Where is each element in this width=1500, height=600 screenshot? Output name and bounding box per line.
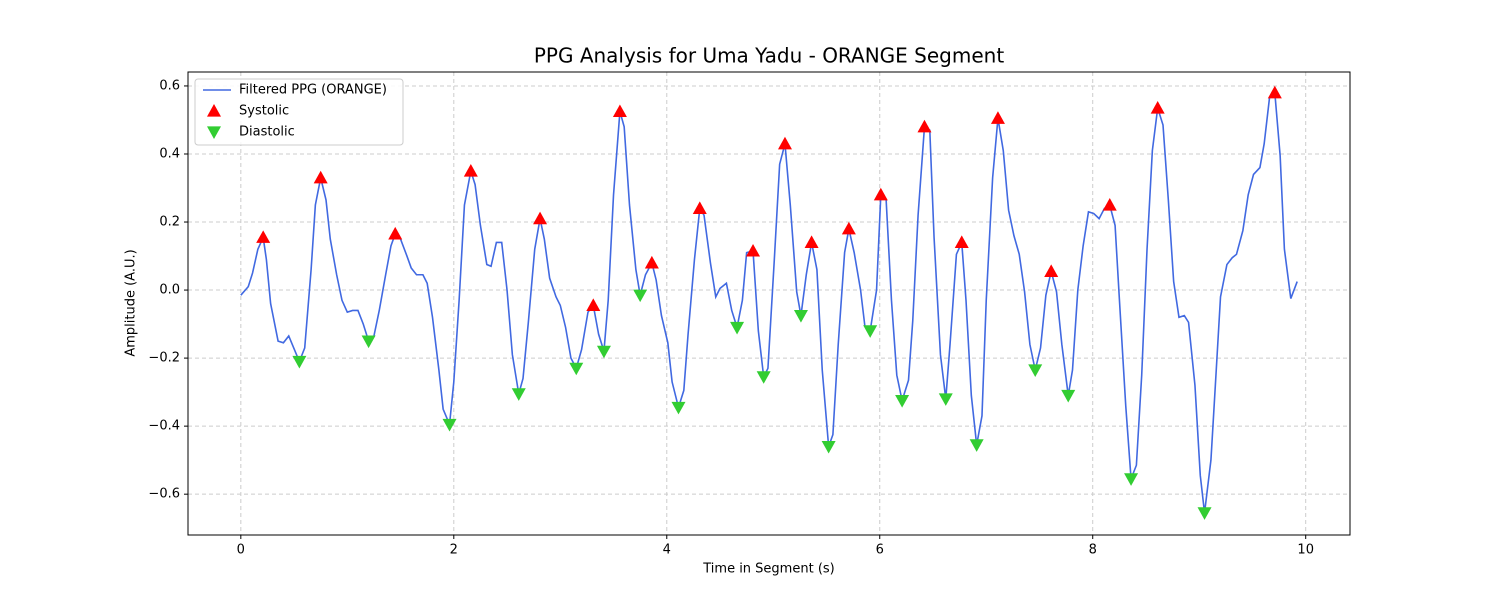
- ppg-line: [240, 91, 1298, 513]
- peak-marker: [596, 345, 611, 359]
- x-axis-label: Time in Segment (s): [702, 562, 834, 577]
- peak-marker: [841, 221, 856, 235]
- legend-box: [194, 78, 404, 146]
- peak-marker: [644, 255, 659, 269]
- peak-marker: [863, 325, 878, 338]
- peak-marker: [873, 187, 888, 201]
- peak-marker: [692, 201, 707, 215]
- y-axis-label: Amplitude (A.U.): [124, 249, 139, 356]
- peak-marker: [1150, 101, 1165, 114]
- x-tick-label: 6: [876, 543, 884, 558]
- peak-marker: [730, 321, 745, 335]
- peak-marker: [895, 395, 910, 408]
- x-tick-label: 4: [663, 543, 671, 558]
- grid: [188, 72, 1350, 535]
- chart-title: PPG Analysis for Uma Yadu - ORANGE Segme…: [534, 44, 1004, 68]
- peak-marker: [442, 418, 457, 432]
- peak-marker: [917, 119, 932, 133]
- x-tick-label: 10: [1297, 543, 1314, 558]
- peak-marker: [361, 335, 376, 349]
- y-tick-label: 0.6: [159, 78, 180, 93]
- peak-marker: [1124, 473, 1139, 486]
- peak-marker: [1028, 364, 1043, 378]
- peak-marker: [533, 211, 548, 225]
- x-tick-label: 0: [237, 543, 245, 558]
- y-tick-label: −0.4: [148, 419, 180, 434]
- peak-marker: [586, 298, 601, 311]
- peak-marker: [388, 226, 403, 240]
- legend-label: Diastolic: [239, 125, 295, 140]
- peak-marker: [633, 289, 648, 303]
- legend-label: Systolic: [239, 104, 289, 119]
- legend: Filtered PPG (ORANGE) Systolic Diastolic: [194, 78, 404, 146]
- peak-marker: [954, 235, 969, 249]
- legend-swatch: [207, 104, 221, 117]
- peak-marker: [292, 355, 307, 369]
- peak-marker: [969, 439, 984, 452]
- x-tick-label: 8: [1089, 543, 1097, 558]
- peak-marker: [938, 393, 953, 406]
- peak-marker: [1267, 85, 1282, 99]
- peak-marker: [1102, 198, 1117, 211]
- plot-area: [240, 85, 1298, 520]
- peak-marker: [756, 371, 771, 384]
- legend-swatch: [207, 126, 221, 139]
- peak-marker: [1061, 389, 1076, 403]
- peak-marker: [1044, 264, 1059, 277]
- plot-frame: [187, 71, 1351, 536]
- peak-marker: [793, 309, 808, 323]
- y-tick-label: 0.4: [159, 146, 180, 161]
- peak-marker: [804, 235, 819, 249]
- legend-label: Filtered PPG (ORANGE): [239, 83, 387, 98]
- peak-marker: [777, 136, 792, 150]
- y-tick-label: 0.2: [159, 215, 180, 230]
- y-tick-label: −0.2: [148, 351, 180, 366]
- peak-marker: [821, 440, 836, 454]
- peak-marker: [671, 401, 686, 415]
- peak-marker: [463, 163, 478, 177]
- peak-marker: [313, 170, 328, 184]
- y-tick-label: 0.0: [159, 283, 180, 298]
- peak-marker: [1197, 507, 1212, 520]
- peak-marker: [256, 230, 271, 243]
- peak-marker: [746, 243, 761, 257]
- peak-marker: [511, 388, 526, 401]
- y-tick-label: −0.6: [148, 487, 180, 502]
- x-tick-label: 2: [450, 543, 458, 558]
- peak-marker: [612, 104, 627, 118]
- peak-marker: [990, 111, 1005, 124]
- peak-marker: [569, 362, 584, 376]
